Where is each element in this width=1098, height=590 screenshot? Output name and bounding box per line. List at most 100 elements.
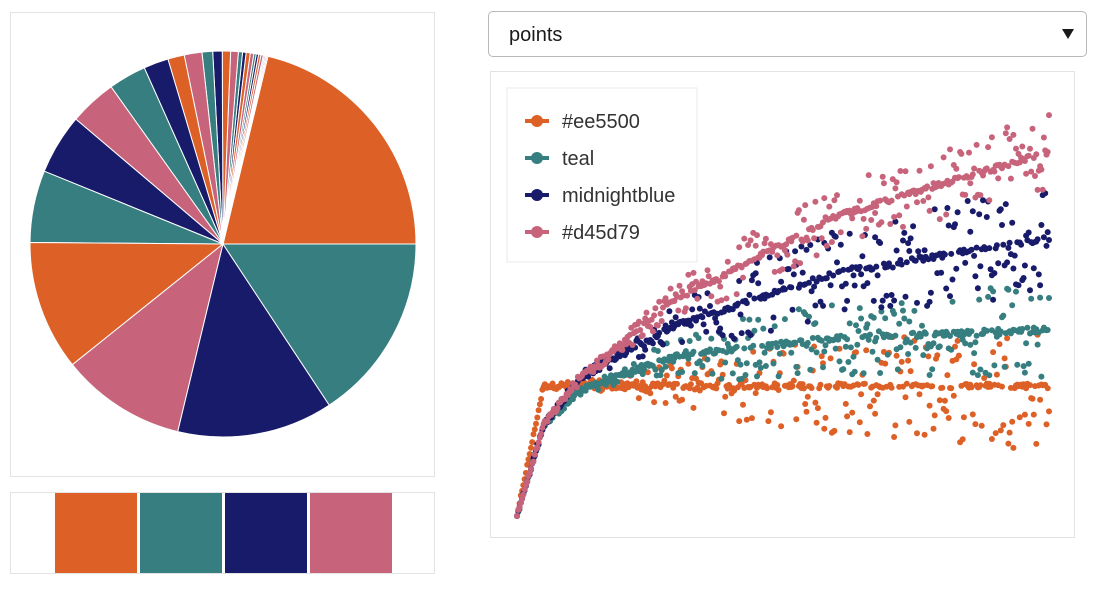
legend-entry[interactable]: #ee5500 [525, 111, 640, 133]
scatter-point [980, 197, 986, 204]
pie-slice[interactable] [29, 241, 225, 366]
scatter-point [905, 351, 912, 357]
mark-type-dropdown[interactable]: points [488, 11, 1087, 57]
scatter-point [924, 183, 931, 190]
scatter-point [822, 414, 829, 421]
scatter-point [990, 296, 997, 303]
legend-entry[interactable]: #d45d79 [525, 222, 640, 244]
color-swatch[interactable] [310, 493, 392, 573]
scatter-point [887, 302, 894, 309]
scatter-point [674, 380, 680, 387]
scatter-point [973, 332, 980, 339]
scatter-point [832, 345, 839, 352]
scatter-point [687, 381, 694, 388]
scatter-point [1009, 219, 1016, 226]
scatter-point [884, 351, 891, 358]
scatter-point [905, 357, 912, 364]
scatter-point [722, 393, 729, 400]
scatter-point [800, 216, 807, 223]
scatter-point [520, 491, 527, 498]
scatter-point [529, 439, 536, 446]
scatter-point [723, 295, 730, 302]
scatter-point [707, 303, 713, 309]
scatter-point [865, 172, 872, 179]
scatter-point [718, 297, 725, 304]
scatter-point [878, 308, 885, 315]
scatter-point [715, 278, 722, 285]
scatter-point [1038, 373, 1045, 380]
scatter-point [666, 308, 673, 315]
scatter-point [721, 410, 727, 417]
scatter-point [900, 223, 906, 230]
color-swatch[interactable] [225, 493, 307, 573]
scatter-point [657, 372, 664, 379]
pie-chart-panel [10, 12, 435, 477]
scatter-point [536, 401, 543, 408]
scatter-point [870, 297, 877, 304]
scatter-point [953, 265, 960, 272]
scatter-point [672, 393, 679, 400]
scatter-point [828, 239, 835, 245]
scatter-point [1028, 168, 1035, 175]
scatter-point [872, 210, 879, 216]
scatter-point [1014, 361, 1021, 368]
scatter-point [629, 342, 636, 348]
scatter-point [1046, 295, 1052, 301]
pie-slice[interactable] [222, 243, 417, 406]
scatter-point [887, 221, 894, 227]
scatter-point [947, 146, 953, 153]
scatter-point [1004, 335, 1011, 342]
scatter-point [842, 280, 849, 287]
scatter-point [761, 240, 768, 247]
scatter-point [991, 270, 998, 277]
scatter-point [873, 263, 880, 270]
scatter-point [948, 385, 955, 392]
scatter-point [531, 451, 538, 458]
color-swatch[interactable] [140, 493, 222, 573]
scatter-point [903, 259, 910, 266]
scatter-point [800, 385, 807, 392]
scatter-point [809, 227, 816, 233]
scatter-point [662, 400, 669, 406]
scatter-point [849, 409, 856, 416]
color-swatch[interactable] [55, 493, 137, 573]
scatter-point [820, 364, 826, 371]
scatter-point [966, 149, 972, 156]
scatter-point [943, 408, 950, 415]
scatter-point [774, 344, 781, 350]
scatter-point [974, 285, 981, 292]
scatter-point [872, 410, 879, 417]
scatter-point [789, 383, 796, 390]
scatter-point [743, 416, 750, 423]
scatter-point [696, 358, 703, 365]
scatter-point [926, 402, 933, 409]
scatter-point [534, 444, 541, 451]
scatter-point [1013, 288, 1019, 295]
scatter-point [894, 366, 901, 373]
scatter-point [700, 321, 707, 328]
scatter-point [891, 297, 898, 304]
scatter-point [845, 359, 852, 365]
scatter-point [934, 352, 941, 359]
pie-slice[interactable] [222, 55, 417, 245]
scatter-point [903, 380, 910, 387]
legend-entry[interactable]: teal [525, 148, 594, 170]
scatter-point [690, 404, 697, 411]
scatter-point [836, 358, 843, 365]
pie-slice[interactable] [71, 242, 224, 433]
legend-entry[interactable]: midnightblue [525, 185, 675, 207]
scatter-point [663, 372, 670, 379]
scatter-point [950, 392, 957, 399]
scatter-point [696, 305, 703, 312]
scatter-point [948, 250, 955, 257]
scatter-point [930, 340, 937, 347]
scatter-point [662, 295, 669, 302]
scatter-point [925, 353, 932, 360]
scatter-point [999, 222, 1005, 228]
scatter-point [807, 366, 814, 373]
scatter-point [754, 232, 760, 239]
pie-slice[interactable] [177, 242, 330, 438]
scatter-point [967, 341, 974, 348]
scatter-point [874, 356, 881, 363]
scatter-point [955, 352, 962, 359]
